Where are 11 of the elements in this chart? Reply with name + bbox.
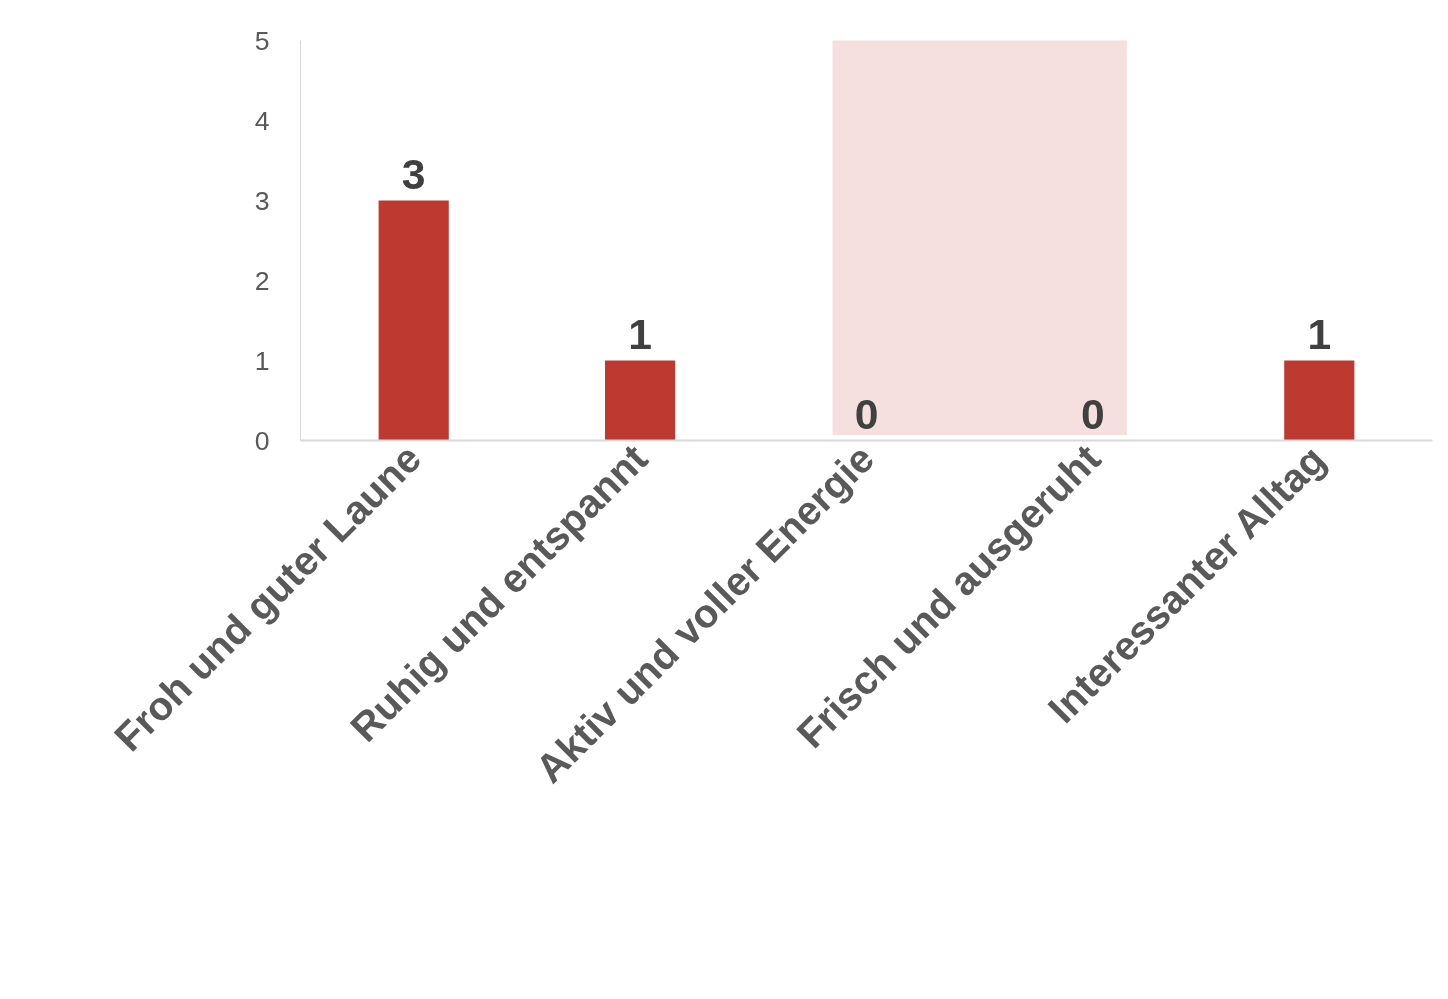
data-label: 3 [401,149,426,198]
data-label: 1 [628,309,652,358]
y-tick-label: 3 [254,185,270,216]
y-tick-label: 2 [254,265,270,296]
y-tick-label: 4 [254,105,270,136]
data-label: 0 [854,389,879,438]
y-tick-label: 0 [254,425,270,456]
data-label: 1 [1307,309,1332,358]
y-tick-label: 1 [254,345,270,376]
data-label: 0 [1081,389,1105,438]
y-tick-label: 5 [254,25,270,56]
